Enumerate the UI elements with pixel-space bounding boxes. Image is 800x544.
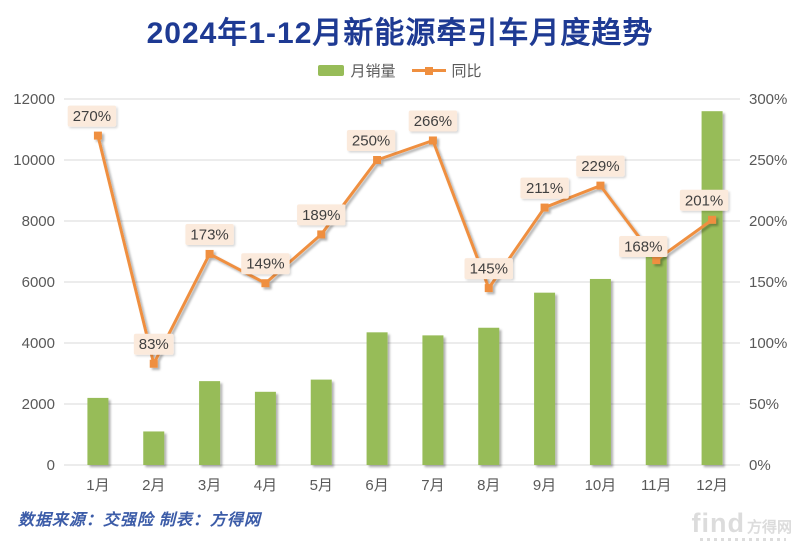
legend-line-label: 同比 <box>451 63 482 80</box>
legend-item-line: 同比 <box>411 60 482 81</box>
line-label-group: 270% 83% 173% 149% 189% 250% 266% 145% 211% 229% 1… <box>67 105 729 355</box>
line-point-month-3 <box>205 249 214 258</box>
line-point-month-10 <box>596 181 605 190</box>
x-axis-tick: 2月 <box>142 477 165 494</box>
x-axis-tick: 11月 <box>641 477 672 494</box>
watermark-name-text: 方得网 <box>746 519 792 536</box>
line-label-box-month-12 <box>679 189 729 211</box>
legend-bar-label: 月销量 <box>350 63 396 80</box>
line-label-month-5: 189% <box>302 207 340 224</box>
watermark-brand-text: find <box>691 508 745 538</box>
bar-month-3 <box>199 381 221 465</box>
legend-line-swatch-icon <box>411 65 446 77</box>
watermark-logo: find 方得网 <box>692 510 793 537</box>
y-axis-right-tick: 50% <box>749 396 779 413</box>
line-label-month-10: 229% <box>581 158 619 175</box>
line-point-month-6 <box>373 156 382 164</box>
bar-series <box>87 111 723 465</box>
line-label-month-2: 83% <box>139 336 169 353</box>
yoy-line <box>96 135 713 366</box>
line-label-box-month-8 <box>464 258 513 280</box>
line-label-box-month-6 <box>346 130 396 151</box>
line-series <box>93 131 717 368</box>
legend-item-bar: 月销量 <box>318 60 396 81</box>
line-label-month-8: 145% <box>470 261 508 278</box>
bar-month-4 <box>254 391 276 465</box>
y-axis-right-tick: 300% <box>749 91 787 108</box>
y-axis-right-tick: 150% <box>749 274 787 291</box>
line-point-month-7 <box>428 136 437 145</box>
x-axis-tick: 6月 <box>365 477 388 494</box>
y-axis-left-tick: 12000 <box>13 91 55 108</box>
y-axis-left-tick: 6000 <box>22 274 55 291</box>
x-axis-tick: 8月 <box>477 477 500 494</box>
y-axis-left-tick: 0 <box>47 457 55 474</box>
chart-title: 2024年1-12月新能源牵引车月度趋势 <box>146 17 654 50</box>
line-label-box-month-9 <box>520 177 569 199</box>
line-label-month-7: 266% <box>414 113 452 130</box>
line-label-month-9: 211% <box>526 180 563 197</box>
line-point-month-5 <box>317 230 326 239</box>
data-source-note: 数据来源：交强险 制表：方得网 <box>18 512 262 529</box>
y-axis-right-tick: 200% <box>749 213 787 230</box>
bar-month-11 <box>645 254 667 465</box>
y-axis-right-tick: 0% <box>749 457 771 474</box>
bar-month-9 <box>534 292 556 465</box>
line-point-month-12 <box>708 215 717 224</box>
line-point-month-1 <box>93 131 102 140</box>
line-point-month-8 <box>484 284 493 293</box>
line-point-month-11 <box>652 256 661 265</box>
x-axis-tick: 7月 <box>421 477 444 494</box>
bar-month-2 <box>143 431 165 465</box>
line-point-month-4 <box>261 279 270 288</box>
y-axis-left-tick: 4000 <box>22 335 55 352</box>
watermark-tagline-decoration <box>700 538 786 541</box>
line-label-box-month-11 <box>619 236 668 258</box>
line-label-box-month-3 <box>185 223 234 245</box>
bar-month-12 <box>701 111 723 465</box>
x-axis-tick: 9月 <box>533 477 556 494</box>
line-label-box-month-1 <box>67 105 117 127</box>
line-label-box-month-4 <box>241 253 290 275</box>
line-label-box-month-7 <box>408 110 458 132</box>
bar-month-8 <box>478 327 500 465</box>
line-label-box-month-5 <box>297 204 346 226</box>
bar-month-10 <box>589 278 611 465</box>
x-axis-tick: 12月 <box>696 477 728 494</box>
x-axis-tick: 10月 <box>585 477 617 494</box>
line-label-month-3: 173% <box>190 226 228 243</box>
x-axis-tick: 5月 <box>310 477 333 494</box>
bar-month-7 <box>422 335 444 465</box>
y-axis-right-tick: 100% <box>749 335 787 352</box>
bar-month-5 <box>310 379 332 465</box>
line-point-month-9 <box>540 203 549 212</box>
y-axis-left-tick: 10000 <box>13 152 55 169</box>
line-point-month-2 <box>149 359 158 368</box>
line-label-month-4: 149% <box>246 256 284 273</box>
bar-month-1 <box>87 397 109 465</box>
y-axis-right-tick: 250% <box>749 152 787 169</box>
bar-month-6 <box>366 332 388 465</box>
x-axis-tick: 4月 <box>254 477 277 494</box>
x-axis-tick: 3月 <box>198 477 221 494</box>
line-label-month-6: 250% <box>352 133 390 150</box>
legend-bar-swatch-icon <box>318 65 345 76</box>
line-label-month-12: 201% <box>685 192 723 209</box>
line-label-box-month-2 <box>133 333 174 355</box>
line-label-month-1: 270% <box>73 108 111 125</box>
chart-legend: 月销量 同比 <box>0 60 800 81</box>
line-label-month-11: 168% <box>624 239 662 256</box>
y-axis-left-tick: 2000 <box>22 396 55 413</box>
x-axis-tick: 1月 <box>86 477 109 494</box>
y-axis-left-tick: 8000 <box>22 213 55 230</box>
line-label-box-month-10 <box>576 155 625 177</box>
